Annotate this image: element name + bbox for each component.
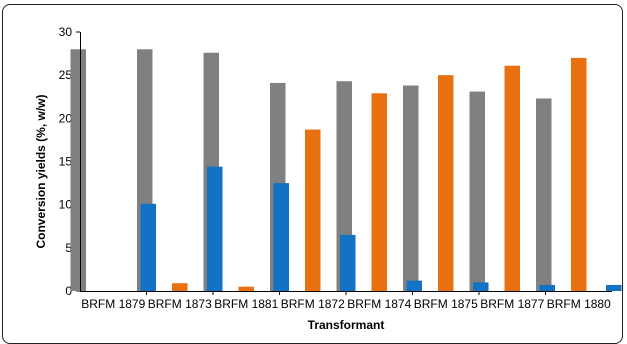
- bar-series-3-brfm-1880: [606, 284, 622, 291]
- bar-series-2-brfm-1872: [305, 129, 321, 291]
- y-tick-label: 10: [59, 198, 73, 212]
- bar-chart: 0 5 10 15 20 25 30 BRFM 1879 BRFM 1873 BRFM 1881…: [34, 25, 622, 332]
- y-tick-label: 15: [59, 155, 73, 169]
- bar-series-3-brfm-1879: [140, 203, 156, 291]
- x-tick-label: BRFM 1877: [480, 297, 544, 311]
- bar-series-3-brfm-1872: [340, 234, 356, 291]
- bar-series-1-brfm-1877: [469, 91, 485, 291]
- y-tick-label: 5: [65, 241, 72, 255]
- bar-series-3-brfm-1874: [406, 280, 422, 291]
- bar-series-3-brfm-1881: [273, 183, 289, 291]
- y-axis-title: Conversion yields (%, w/w): [34, 94, 48, 248]
- bar-series-3-brfm-1877: [539, 284, 555, 291]
- bar-series-3-brfm-1873: [207, 166, 223, 291]
- y-tick-label: 0: [65, 284, 72, 298]
- bar-series-1-brfm-1875: [403, 85, 419, 291]
- x-axis-title: Transformant: [308, 318, 385, 332]
- y-tick-label: 20: [59, 111, 73, 125]
- bar-series-2-brfm-1875: [438, 75, 454, 292]
- x-tick-label: BRFM 1880: [547, 297, 611, 311]
- bars: [70, 49, 622, 292]
- x-tick-label: BRFM 1873: [148, 297, 212, 311]
- bar-series-2-brfm-1873: [172, 283, 188, 291]
- bar-series-2-brfm-1877: [504, 65, 520, 291]
- bar-series-2-brfm-1881: [238, 286, 254, 291]
- y-tick-label: 25: [59, 68, 73, 82]
- x-tick-label: BRFM 1881: [214, 297, 278, 311]
- x-tick-label: BRFM 1874: [347, 297, 411, 311]
- bar-series-1-brfm-1880: [536, 98, 552, 291]
- x-axis-ticks: BRFM 1879 BRFM 1873 BRFM 1881 BRFM 1872 BRFM…: [81, 291, 611, 311]
- x-tick-label: BRFM 1879: [81, 297, 145, 311]
- bar-series-2-brfm-1874: [371, 93, 387, 292]
- x-tick-label: BRFM 1872: [281, 297, 345, 311]
- bar-series-1-brfm-1879: [70, 49, 86, 292]
- bar-series-2-brfm-1880: [571, 57, 587, 292]
- x-tick-label: BRFM 1875: [414, 297, 478, 311]
- y-tick-label: 30: [59, 25, 73, 39]
- bar-series-3-brfm-1875: [473, 282, 489, 291]
